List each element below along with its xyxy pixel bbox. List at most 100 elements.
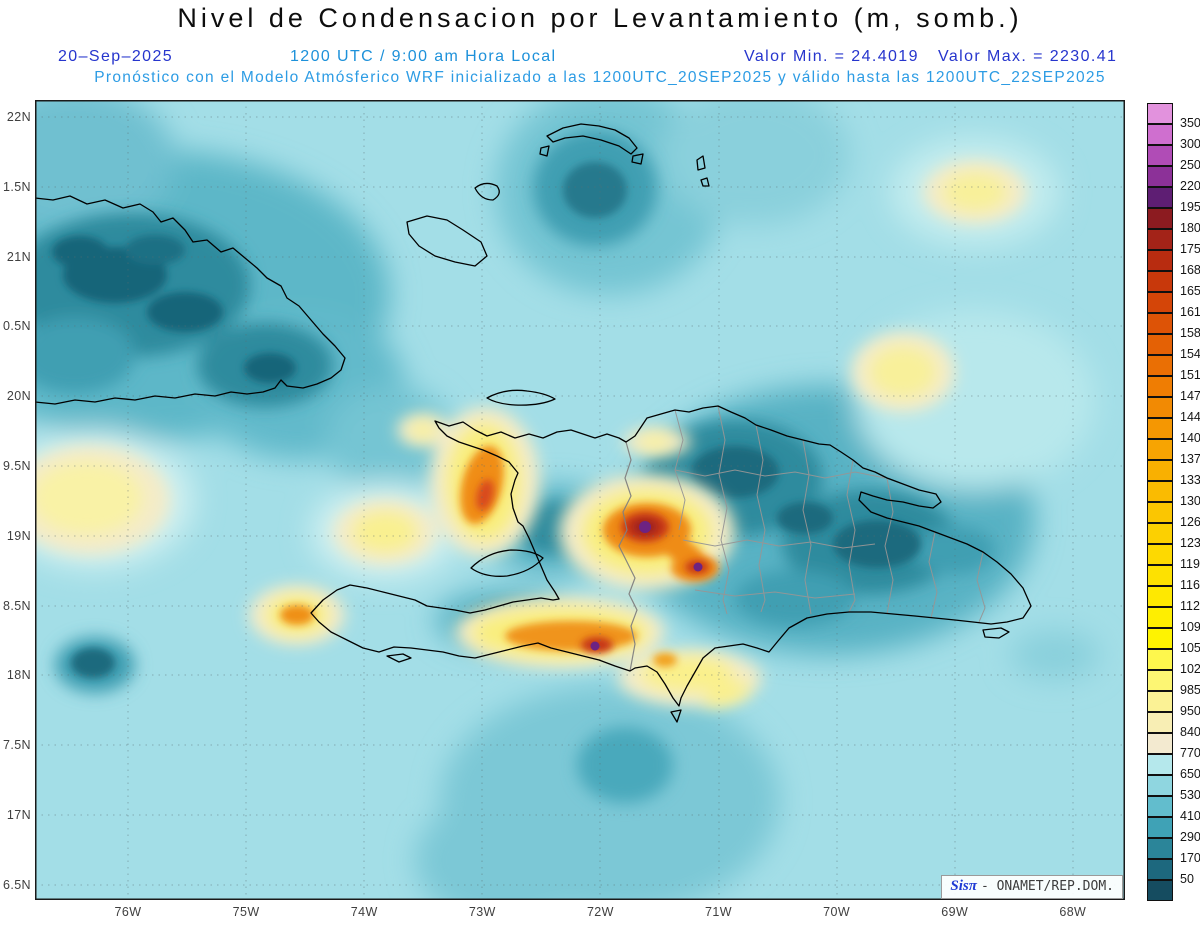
- colorbar-tick-label: 1335: [1180, 473, 1200, 487]
- colorbar-cell: [1147, 313, 1173, 334]
- colorbar-cell: [1147, 544, 1173, 565]
- map-frame: [35, 100, 1125, 900]
- colorbar-cell: [1147, 292, 1173, 313]
- colorbar-cell: [1147, 712, 1173, 733]
- lon-tick-label: 75W: [232, 905, 260, 919]
- colorbar-tick-label: 950: [1180, 704, 1200, 718]
- watermark-brand: Sisπ: [950, 878, 977, 894]
- colorbar-cell: [1147, 859, 1173, 880]
- lat-tick-label: 9.5N: [2, 459, 31, 473]
- colorbar-tick-label: 1020: [1180, 662, 1200, 676]
- lon-tick-label: 69W: [941, 905, 969, 919]
- colorbar-tick-label: 840: [1180, 725, 1200, 739]
- colorbar-tick-label: 1405: [1180, 431, 1200, 445]
- colorbar-tick-label: 1800: [1180, 221, 1200, 235]
- colorbar-cell: [1147, 208, 1173, 229]
- colorbar-tick-label: 170: [1180, 851, 1200, 865]
- lat-tick-label: 20N: [6, 389, 31, 404]
- lat-tick-label: 22N: [6, 110, 31, 124]
- coastlines: [35, 123, 1032, 723]
- lat-tick-label: 19N: [6, 528, 31, 543]
- colorbar-tick-label: 1950: [1180, 200, 1200, 214]
- colorbar-tick-label: 1055: [1180, 641, 1200, 655]
- max-value-label: Valor Max. = 2230.41: [938, 48, 1118, 65]
- colorbar-tick-label: 1370: [1180, 452, 1200, 466]
- lat-tick-label: 1.5N: [2, 179, 31, 194]
- valid-time-label: 1200 UTC / 9:00 am Hora Local: [290, 48, 557, 65]
- colorbar-tick-label: 1615: [1180, 305, 1200, 319]
- lat-tick-label: 17N: [6, 808, 31, 822]
- colorbar-tick-label: 1545: [1180, 347, 1200, 361]
- contour-maxima: [590, 521, 703, 651]
- colorbar-cell: [1147, 124, 1173, 145]
- colorbar-cell: [1147, 775, 1173, 796]
- colorbar-cell: [1147, 397, 1173, 418]
- watermark-text: - ONAMET/REP.DOM.: [980, 879, 1114, 894]
- colorbar-tick-label: 1440: [1180, 410, 1200, 424]
- lat-tick-label: 7.5N: [2, 738, 31, 753]
- lon-tick-label: 70W: [823, 905, 851, 919]
- colorbar-cell: [1147, 334, 1173, 355]
- colorbar-tick-label: 530: [1180, 788, 1200, 802]
- colorbar-cell: [1147, 502, 1173, 523]
- colorbar-cell: [1147, 187, 1173, 208]
- colorbar-tick-label: 1650: [1180, 284, 1200, 298]
- map-canvas: [35, 100, 1125, 900]
- colorbar-cell: [1147, 733, 1173, 754]
- colorbar-cell: [1147, 271, 1173, 292]
- colorbar-cell: [1147, 670, 1173, 691]
- colorbar-cell: [1147, 565, 1173, 586]
- colorbar-cell: [1147, 418, 1173, 439]
- colorbar-tick-label: 3500: [1180, 116, 1200, 130]
- colorbar-cell: [1147, 439, 1173, 460]
- colorbar-tick-label: 1475: [1180, 389, 1200, 403]
- lon-tick-label: 76W: [114, 905, 142, 919]
- colorbar-cell: [1147, 523, 1173, 544]
- colorbar-cell: [1147, 754, 1173, 775]
- colorbar-tick-label: 650: [1180, 767, 1200, 781]
- run-date-label: 20–Sep–2025: [58, 48, 174, 65]
- colorbar-tick-label: 2200: [1180, 179, 1200, 193]
- colorbar: [1147, 103, 1173, 901]
- lon-tick-label: 71W: [705, 905, 732, 919]
- colorbar-tick-label: 50: [1180, 872, 1194, 886]
- watermark: Sisπ - ONAMET/REP.DOM.: [941, 875, 1123, 899]
- min-value-label: Valor Min. = 24.4019: [744, 48, 919, 65]
- lat-tick-label: 21N: [6, 249, 31, 264]
- colorbar-tick-label: 1090: [1180, 620, 1200, 634]
- colorbar-cell: [1147, 103, 1173, 124]
- colorbar-cell: [1147, 166, 1173, 187]
- colorbar-tick-label: 290: [1180, 830, 1200, 844]
- lat-tick-label: 0.5N: [2, 319, 31, 334]
- colorbar-tick-label: 1685: [1180, 263, 1200, 277]
- contour-field: [35, 100, 1125, 900]
- colorbar-cell: [1147, 817, 1173, 838]
- colorbar-tick-label: 1300: [1180, 494, 1200, 508]
- forecast-description: Pronóstico con el Modelo Atmósferico WRF…: [94, 69, 1106, 86]
- colorbar-tick-label: 2500: [1180, 158, 1200, 172]
- colorbar-cell: [1147, 250, 1173, 271]
- colorbar-tick-label: 1510: [1180, 368, 1200, 382]
- colorbar-cell: [1147, 355, 1173, 376]
- colorbar-tick-label: 985: [1180, 683, 1200, 697]
- colorbar-tick-label: 3000: [1180, 137, 1200, 151]
- colorbar-cell: [1147, 880, 1173, 901]
- colorbar-cell: [1147, 607, 1173, 628]
- colorbar-tick-label: 1265: [1180, 515, 1200, 529]
- colorbar-cell: [1147, 796, 1173, 817]
- colorbar-cell: [1147, 649, 1173, 670]
- colorbar-cell: [1147, 481, 1173, 502]
- colorbar-tick-label: 1195: [1180, 557, 1200, 571]
- colorbar-tick-label: 1160: [1180, 578, 1200, 592]
- colorbar-tick-label: 1125: [1180, 599, 1200, 613]
- colorbar-tick-label: 1580: [1180, 326, 1200, 340]
- lat-tick-label: 6.5N: [2, 877, 31, 892]
- colorbar-tick-label: 1750: [1180, 242, 1200, 256]
- colorbar-cell: [1147, 586, 1173, 607]
- colorbar-cell: [1147, 229, 1173, 250]
- colorbar-cell: [1147, 691, 1173, 712]
- colorbar-cell: [1147, 460, 1173, 481]
- lon-tick-label: 74W: [350, 905, 378, 919]
- page-title: Nivel de Condensacion por Levantamiento …: [177, 3, 1023, 33]
